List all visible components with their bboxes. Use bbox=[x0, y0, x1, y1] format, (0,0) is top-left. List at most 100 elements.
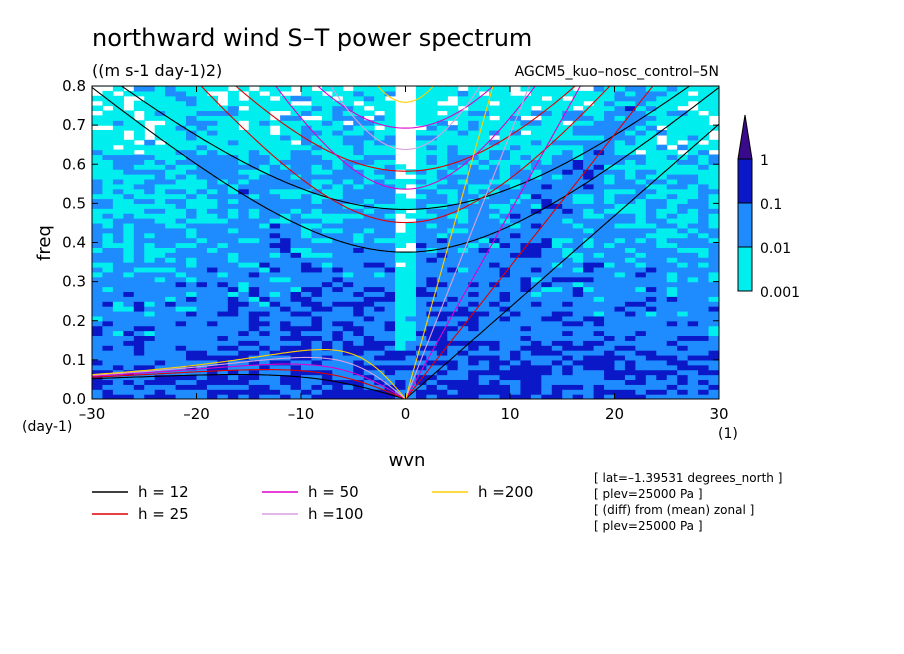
heatmap-cell bbox=[530, 335, 542, 341]
heatmap-cell bbox=[321, 213, 333, 219]
heatmap-cell bbox=[259, 110, 271, 116]
heatmap-cell bbox=[342, 369, 354, 376]
heatmap-cell bbox=[635, 394, 647, 399]
heatmap-cell bbox=[436, 369, 448, 376]
heatmap-cell bbox=[499, 86, 511, 92]
heatmap-cell bbox=[614, 90, 626, 97]
heatmap-cell bbox=[510, 188, 522, 195]
heatmap-cell bbox=[165, 174, 177, 180]
heatmap-cell bbox=[321, 232, 333, 239]
heatmap-cell bbox=[541, 330, 553, 337]
heatmap-cell bbox=[426, 208, 438, 214]
heatmap-cell bbox=[489, 208, 501, 214]
heatmap-cell bbox=[395, 369, 407, 376]
heatmap-cell bbox=[342, 198, 354, 204]
heatmap-cell bbox=[635, 232, 647, 239]
heatmap-cell bbox=[133, 203, 145, 209]
heatmap-cell bbox=[572, 374, 584, 381]
heatmap-cell bbox=[217, 266, 229, 273]
heatmap-cell bbox=[593, 227, 605, 234]
heatmap-cell bbox=[520, 188, 532, 195]
heatmap-cell bbox=[677, 262, 689, 268]
heatmap-cell bbox=[290, 384, 302, 390]
heatmap-cell bbox=[520, 218, 532, 224]
heatmap-cell bbox=[572, 149, 584, 156]
heatmap-cell bbox=[499, 291, 511, 297]
heatmap-cell bbox=[520, 271, 532, 278]
heatmap-cell bbox=[332, 315, 344, 322]
heatmap-cell bbox=[510, 203, 522, 209]
heatmap-cell bbox=[708, 86, 719, 92]
heatmap-cell bbox=[698, 169, 710, 175]
heatmap-cell bbox=[541, 183, 553, 190]
heatmap-cell bbox=[112, 271, 124, 278]
heatmap-cell bbox=[196, 90, 208, 97]
heatmap-cell bbox=[468, 271, 480, 278]
heatmap-cell bbox=[102, 286, 114, 293]
heatmap-cell bbox=[604, 310, 616, 317]
heatmap-cell bbox=[384, 193, 396, 200]
heatmap-cell bbox=[206, 330, 218, 337]
y-tick-label: 0.1 bbox=[62, 351, 86, 369]
heatmap-cell bbox=[259, 286, 271, 293]
heatmap-cell bbox=[447, 193, 459, 200]
heatmap-cell bbox=[666, 345, 678, 351]
heatmap-cell bbox=[551, 369, 563, 376]
heatmap-cell bbox=[112, 286, 124, 293]
heatmap-cell bbox=[447, 169, 459, 175]
heatmap-cell bbox=[405, 354, 417, 361]
heatmap-cell bbox=[604, 262, 616, 268]
heatmap-cell bbox=[677, 359, 689, 366]
heatmap-cell bbox=[290, 154, 302, 160]
heatmap-cell bbox=[102, 208, 114, 214]
heatmap-cell bbox=[415, 100, 427, 107]
heatmap-cell bbox=[635, 159, 647, 165]
info-line: [ plev=25000 Pa ] bbox=[594, 519, 703, 533]
heatmap-cell bbox=[708, 325, 719, 332]
heatmap-cell bbox=[489, 257, 501, 263]
heatmap-cell bbox=[583, 379, 595, 385]
heatmap-cell bbox=[311, 208, 323, 214]
heatmap-cell bbox=[635, 320, 647, 327]
heatmap-cell bbox=[342, 125, 354, 131]
heatmap-cell bbox=[708, 354, 719, 361]
heatmap-cell bbox=[374, 276, 386, 283]
heatmap-cell bbox=[614, 306, 626, 312]
heatmap-cell bbox=[311, 296, 323, 302]
heatmap-cell bbox=[677, 144, 689, 151]
info-line: [ plev=25000 Pa ] bbox=[594, 487, 703, 501]
heatmap-cell bbox=[656, 86, 668, 92]
heatmap-cell bbox=[280, 364, 292, 371]
heatmap-cell bbox=[645, 227, 657, 234]
heatmap-cell bbox=[92, 345, 104, 351]
heatmap-cell bbox=[520, 149, 532, 156]
heatmap-cell bbox=[332, 276, 344, 283]
heatmap-cell bbox=[457, 301, 469, 307]
heatmap-cell bbox=[238, 350, 250, 356]
heatmap-cell bbox=[415, 213, 427, 219]
heatmap-cell bbox=[436, 291, 448, 297]
heatmap-cell bbox=[384, 301, 396, 307]
heatmap-cell bbox=[290, 325, 302, 332]
heatmap-cell bbox=[656, 144, 668, 151]
heatmap-cell bbox=[363, 340, 375, 346]
heatmap-cell bbox=[196, 364, 208, 371]
heatmap-cell bbox=[447, 139, 459, 146]
heatmap-cell bbox=[426, 188, 438, 195]
heatmap-cell bbox=[677, 237, 689, 244]
heatmap-cell bbox=[353, 178, 365, 185]
heatmap-cell bbox=[708, 144, 719, 151]
heatmap-cell bbox=[530, 276, 542, 283]
heatmap-cell bbox=[530, 95, 542, 102]
heatmap-cell bbox=[112, 193, 124, 200]
heatmap-cell bbox=[635, 237, 647, 244]
heatmap-cell bbox=[698, 364, 710, 371]
heatmap-cell bbox=[384, 369, 396, 376]
heatmap-cell bbox=[510, 364, 522, 371]
heatmap-cell bbox=[321, 374, 333, 381]
heatmap-cell bbox=[290, 149, 302, 156]
heatmap-cell bbox=[165, 208, 177, 214]
heatmap-cell bbox=[175, 247, 187, 253]
heatmap-cell bbox=[583, 291, 595, 297]
heatmap-cell bbox=[447, 164, 459, 170]
